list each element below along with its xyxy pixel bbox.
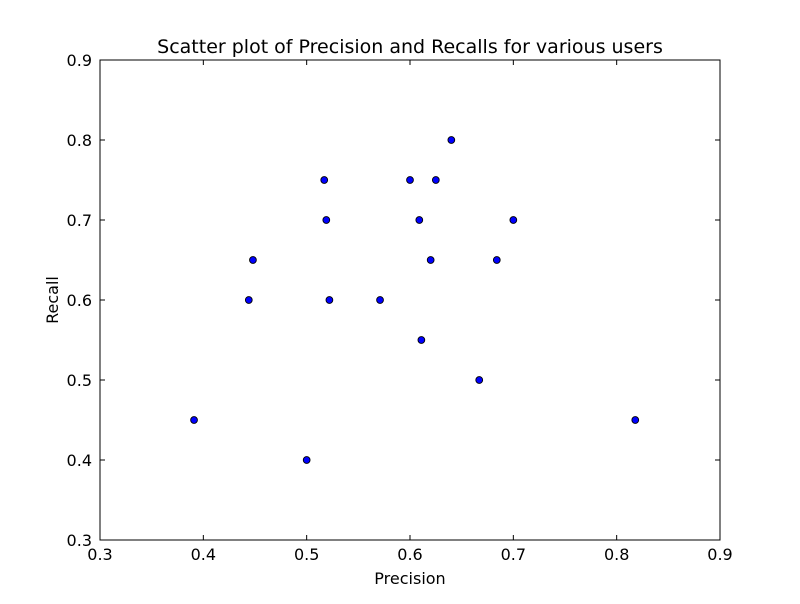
- data-point: [475, 376, 484, 384]
- x-tick-label: 0.8: [604, 545, 629, 564]
- data-point: [431, 176, 440, 184]
- plot-area-frame: [99, 59, 721, 541]
- data-point: [320, 176, 329, 184]
- data-point: [249, 256, 257, 264]
- data-point: [492, 256, 501, 264]
- data-points: [190, 136, 640, 464]
- y-tick-label: 0.5: [67, 371, 92, 390]
- data-point: [244, 296, 253, 304]
- data-point: [631, 416, 640, 424]
- data-point: [190, 416, 198, 424]
- chart-title: Scatter plot of Precision and Recalls fo…: [157, 36, 663, 58]
- y-tick-label: 0.8: [67, 131, 92, 150]
- y-axis-label: Recall: [43, 276, 62, 324]
- x-axis-label: Precision: [374, 569, 445, 588]
- y-tick-label: 0.4: [67, 451, 92, 470]
- x-tick-label: 0.5: [294, 545, 319, 564]
- data-point: [376, 296, 384, 304]
- x-tick-label: 0.3: [87, 545, 112, 564]
- data-point: [322, 216, 331, 224]
- data-point: [325, 296, 334, 304]
- data-point: [509, 216, 518, 224]
- data-point: [406, 176, 414, 184]
- data-point: [417, 336, 426, 344]
- y-tick-label: 0.9: [67, 51, 92, 70]
- y-tick-label: 0.3: [67, 531, 92, 550]
- x-tick-label: 0.9: [707, 545, 732, 564]
- y-tick-label: 0.6: [67, 291, 92, 310]
- x-tick-label: 0.4: [191, 545, 216, 564]
- data-point: [426, 256, 435, 264]
- data-point: [415, 216, 424, 224]
- axis-ticks: 0.3 0.4 0.5 0.6 0.7 0.8 0.9 0.3 0.4 0.5 0.6 0.7 0.8 0…: [67, 51, 733, 564]
- y-tick-label: 0.7: [67, 211, 92, 230]
- data-point: [302, 456, 311, 464]
- data-point: [447, 136, 456, 144]
- x-tick-label: 0.7: [501, 545, 526, 564]
- x-tick-label: 0.6: [397, 545, 422, 564]
